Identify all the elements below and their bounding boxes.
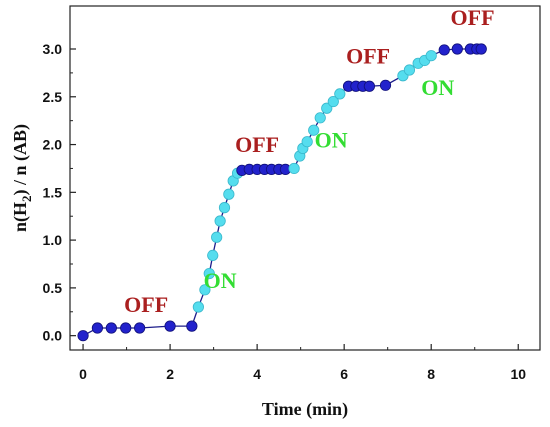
data-points — [77, 43, 487, 342]
data-point-on — [301, 136, 313, 148]
data-point-on — [403, 64, 416, 76]
annotation-on: ON — [421, 75, 454, 100]
data-point-on — [288, 162, 300, 175]
data-point-off — [451, 43, 463, 55]
data-point-off — [438, 44, 450, 56]
data-point-on — [314, 112, 326, 124]
data-point-off — [164, 320, 176, 332]
data-point-on — [203, 267, 215, 280]
x-tick-label: 0 — [79, 366, 87, 382]
data-point-on — [199, 284, 211, 296]
annotation-on: ON — [204, 268, 237, 293]
annotation-on: ON — [315, 127, 348, 152]
y-axis-title-pre: n(H — [10, 202, 31, 232]
data-point-on — [192, 301, 204, 313]
data-point-on — [334, 88, 346, 100]
y-tick-label: 1.0 — [43, 232, 63, 248]
data-point-off — [77, 330, 89, 342]
y-axis-title: n(H2) / n (AB) — [10, 124, 34, 232]
axis-ticks: 0 2 4 6 8 10 0.0 0.5 1.0 1.5 2.0 2.5 3.0 — [43, 41, 527, 382]
data-point-on — [223, 188, 235, 200]
data-point-on — [211, 231, 223, 243]
annotation-off: OFF — [124, 292, 168, 317]
x-axis-title: Time (min) — [262, 399, 348, 420]
annotation-off: OFF — [346, 43, 390, 68]
data-point-on — [327, 95, 339, 108]
x-tick-label: 8 — [427, 366, 435, 382]
data-point-on — [308, 124, 320, 136]
y-axis-title-post: ) / n (AB) — [10, 124, 31, 196]
data-point-on — [214, 215, 226, 227]
data-point-off — [120, 322, 132, 334]
data-point-on — [207, 249, 219, 261]
plot-area — [69, 5, 541, 351]
data-point-on — [218, 202, 231, 214]
x-tick-label: 2 — [166, 366, 174, 382]
y-tick-label: 3.0 — [43, 41, 63, 57]
y-tick-label: 0.5 — [43, 280, 63, 296]
data-point-off — [475, 43, 487, 55]
data-point-off — [105, 322, 117, 334]
y-axis-title-sub: 2 — [19, 195, 34, 202]
data-point-on — [425, 50, 437, 62]
y-tick-label: 0.0 — [43, 328, 63, 344]
data-point-on — [321, 102, 333, 114]
annotation-off: OFF — [451, 5, 495, 30]
data-point-off — [379, 79, 392, 91]
data-point-off — [363, 80, 376, 92]
x-tick-label: 10 — [510, 366, 526, 382]
annotations: OFF ON OFF ON OFF ON OFF — [124, 5, 494, 317]
data-point-off — [134, 322, 146, 334]
y-tick-label: 2.5 — [43, 89, 63, 105]
y-tick-label: 1.5 — [43, 184, 63, 200]
x-tick-label: 4 — [253, 366, 261, 382]
data-point-off — [91, 322, 104, 334]
y-tick-label: 2.0 — [43, 137, 63, 153]
data-point-off — [186, 320, 198, 332]
annotation-off: OFF — [235, 132, 279, 157]
x-tick-label: 6 — [340, 366, 348, 382]
